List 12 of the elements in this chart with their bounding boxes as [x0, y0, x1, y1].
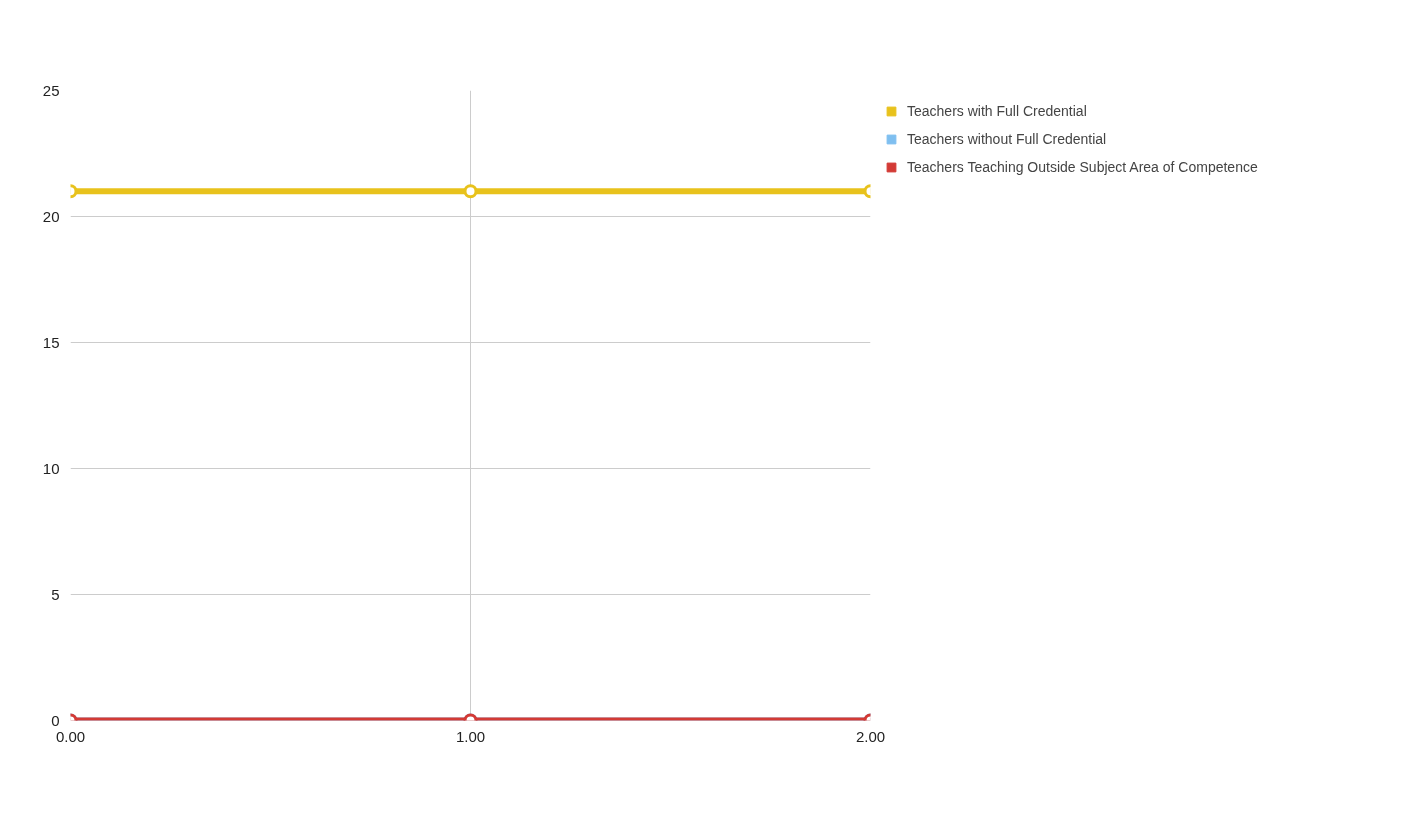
y-tick-label: 10: [42, 459, 60, 477]
y-tick-label: 25: [42, 81, 60, 99]
y-tick-label: 20: [42, 207, 60, 225]
legend-label: Teachers without Full Credential: [907, 131, 1107, 147]
legend-label: Teachers with Full Credential: [907, 103, 1087, 119]
x-tick-label: 1.00: [455, 727, 486, 745]
x-tick-label: 2.00: [855, 727, 886, 745]
y-tick-label: 15: [42, 333, 60, 351]
legend-label: Teachers Teaching Outside Subject Area of Competence: [907, 159, 1258, 175]
y-tick-label: 5: [51, 585, 60, 603]
x-tick-label: 0.00: [55, 727, 86, 745]
y-tick-label: 0: [51, 711, 60, 729]
